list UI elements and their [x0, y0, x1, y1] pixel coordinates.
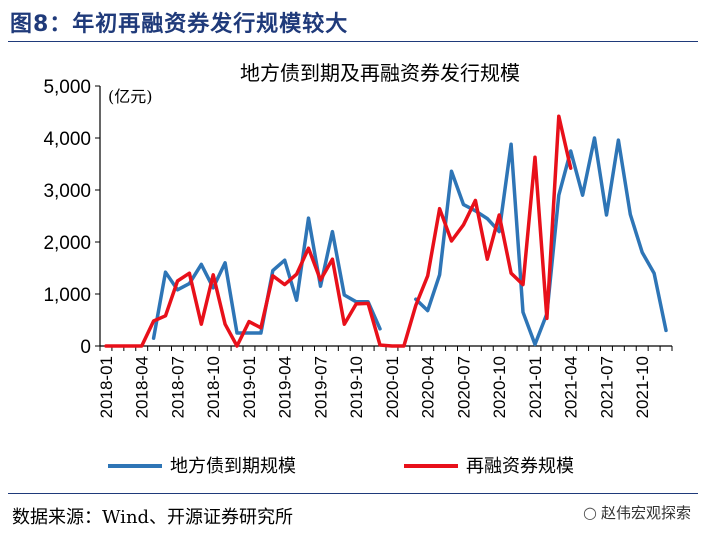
watermark-text: 赵伟宏观探索	[600, 504, 691, 522]
x-tick-label: 2020-01	[383, 356, 402, 418]
series-line-1	[151, 136, 668, 347]
x-tick-label: 2018-10	[204, 356, 223, 418]
y-tick-label: 1,000	[43, 285, 91, 306]
x-tick-label: 2020-07	[454, 356, 473, 418]
legend-label-series-1: 地方债到期规模	[170, 456, 296, 477]
series-line-2	[104, 114, 573, 348]
x-tick-label: 2021-04	[562, 356, 581, 418]
x-tick-label: 2021-07	[597, 356, 616, 418]
x-tick-label: 2018-01	[97, 356, 116, 418]
watermark: ○ 赵伟宏观探索	[583, 502, 691, 523]
chart-title: 地方债到期及再融资券发行规模	[240, 61, 520, 85]
top-rule	[8, 41, 698, 42]
x-tick-label: 2019-04	[276, 356, 295, 418]
y-tick-label: 2,000	[43, 233, 91, 254]
x-tick-label: 2019-10	[347, 356, 366, 418]
y-tick-label: 5,000	[43, 77, 91, 98]
bottom-rule	[8, 493, 698, 494]
line-chart: 地方债到期及再融资券发行规模 (亿元) 0 1,000 2,000 3,000 4,00…	[43, 61, 673, 477]
y-tick-label: 4,000	[43, 129, 91, 150]
legend-label-series-2: 再融资券规模	[466, 456, 574, 477]
x-tick-label: 2019-07	[311, 356, 330, 418]
x-tick-label: 2019-01	[240, 356, 259, 418]
axes: 0 1,000 2,000 3,000 4,000 5,000 2018-01 2018-04…	[43, 77, 673, 418]
x-tick-label: 2018-04	[133, 356, 152, 418]
x-tick-label: 2018-07	[168, 356, 187, 418]
source-note: 数据来源：Wind、开源证券研究所	[12, 507, 294, 528]
x-tick-label: 2020-04	[419, 356, 438, 418]
y-axis-unit-label: (亿元)	[108, 87, 153, 106]
wechat-icon: ○	[583, 503, 597, 522]
figure-title: 图8：年初再融资券发行规模较大	[10, 12, 349, 37]
x-tick-label: 2021-01	[526, 356, 545, 418]
legend: 地方债到期规模 再融资券规模	[108, 456, 574, 477]
series-layer	[104, 114, 668, 348]
x-tick-label: 2020-10	[490, 356, 509, 418]
x-tick-label: 2021-10	[633, 356, 652, 418]
y-tick-label: 0	[80, 337, 91, 358]
y-tick-label: 3,000	[43, 181, 91, 202]
